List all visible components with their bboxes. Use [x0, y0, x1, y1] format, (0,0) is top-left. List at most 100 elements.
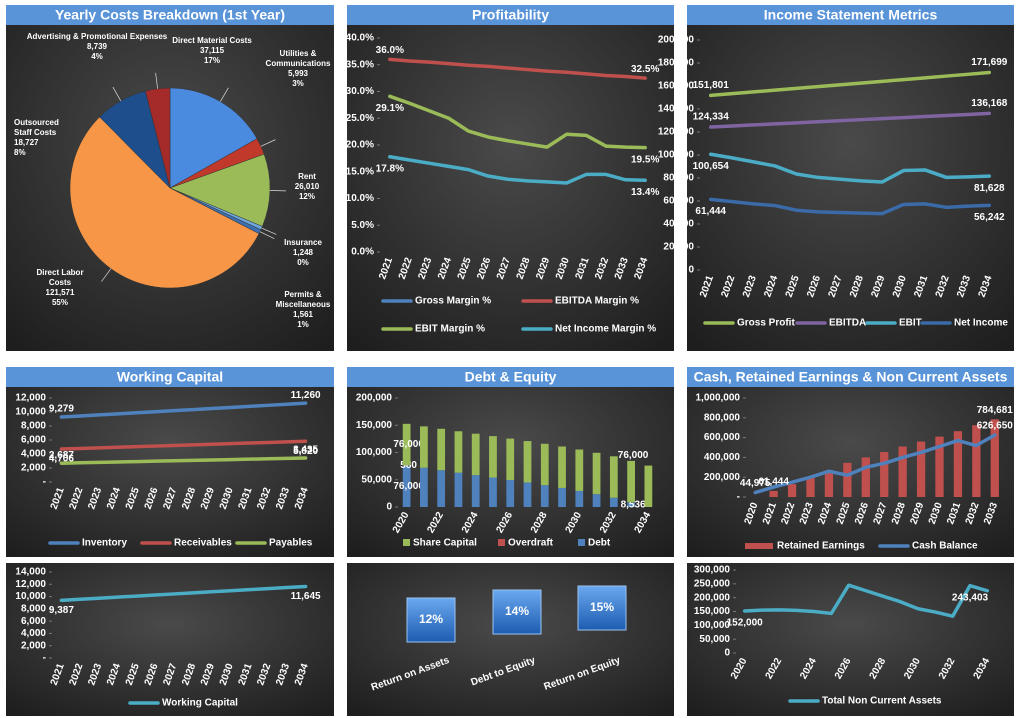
panel-title-bar — [687, 367, 1014, 387]
y-tick-label: 0 — [386, 502, 392, 513]
line-series — [708, 111, 992, 129]
metric-tile — [406, 597, 456, 643]
y-tick-label: 180,000 — [658, 58, 695, 69]
pie-label-value: 26,010 — [294, 182, 320, 191]
bar-segment — [506, 480, 515, 507]
legend-label: Payables — [269, 538, 313, 549]
y-tick-label: 25.0% — [346, 113, 374, 124]
y-tick-label: 600,000 — [704, 432, 741, 443]
data-label: 152,000 — [727, 618, 764, 629]
bar-segment — [575, 490, 584, 507]
panel-title: Cash, Retained Earnings & Non Current As… — [694, 369, 1008, 385]
line-series — [708, 70, 992, 98]
y-tick-label: 400,000 — [704, 452, 741, 463]
legend-label: Net Income Margin % — [555, 324, 656, 335]
panel-title-bar — [6, 5, 334, 25]
panel-title-bar — [347, 367, 674, 387]
leader-line — [155, 72, 158, 89]
metric-tile — [492, 589, 542, 635]
pie-label-value: 1,561 — [292, 310, 314, 319]
y-tick-label: 8,000 — [21, 421, 46, 432]
data-label: 5,820 — [293, 446, 318, 457]
pie-label: Direct Material Costs 37,115 17% — [172, 36, 252, 66]
y-tick-label: 20,000 — [663, 242, 694, 253]
pie-label-percent: 4% — [91, 52, 103, 61]
y-tick-label: 0.0% — [351, 247, 374, 258]
pie-label-name: Permits & Miscellaneous — [275, 290, 331, 309]
line-series — [708, 197, 992, 216]
bar-segment — [592, 494, 601, 507]
line-series — [742, 583, 990, 618]
data-label: 36.0% — [376, 45, 404, 56]
legend-label: Overdraft — [508, 538, 554, 549]
y-tick-label: 1,000,000 — [696, 393, 741, 404]
pie-label-name: Insurance — [284, 238, 322, 247]
data-label: 29.1% — [376, 103, 404, 114]
y-tick-label: 14,000 — [15, 567, 46, 578]
y-tick-label: 10,000 — [15, 591, 46, 602]
bar-segment — [540, 485, 549, 507]
pie-label-percent: 1% — [297, 320, 309, 329]
y-tick-label: 6,000 — [21, 616, 46, 627]
pie-label-name: Rent — [298, 172, 316, 181]
line-series — [708, 152, 992, 184]
line-series — [59, 439, 308, 451]
data-label: 11,645 — [291, 591, 321, 602]
y-tick-label: 200,000 — [704, 472, 741, 483]
data-label: 4,706 — [49, 454, 74, 465]
legend-swatch — [578, 539, 585, 546]
line-series — [388, 94, 647, 150]
y-tick-label: 40.0% — [346, 33, 374, 44]
pie-label: Utilities & Communications 5,993 3% — [262, 49, 334, 89]
bar-segment — [454, 472, 463, 507]
bar-segment — [402, 465, 411, 507]
y-tick-label: 140,000 — [658, 104, 695, 115]
y-tick-label: - — [43, 653, 46, 664]
pie-label-percent: 12% — [298, 192, 315, 201]
y-tick-label: 15.0% — [346, 166, 374, 177]
pie-label: Outsourced Staff Costs 18,727 8% — [14, 118, 76, 158]
y-tick-label: 4,000 — [21, 449, 46, 460]
legend-label: Total Non Current Assets — [822, 696, 942, 707]
pie-label-name: Outsourced Staff Costs — [14, 118, 59, 137]
data-label: 151,801 — [693, 80, 730, 91]
pie-label-percent: 0% — [297, 258, 309, 267]
legend-label: EBITDA — [829, 318, 866, 329]
bar — [898, 446, 907, 497]
pie-label-value: 1,248 — [292, 248, 314, 257]
panel-title: Debt & Equity — [465, 369, 557, 385]
bar-segment — [437, 470, 446, 507]
y-tick-label: 160,000 — [658, 81, 695, 92]
data-label: 76,000 — [393, 439, 424, 450]
y-tick-label: 0 — [724, 648, 730, 659]
bar-segment — [471, 433, 480, 476]
pie-label: Advertising & Promotional Expenses 8,739 4… — [22, 32, 172, 62]
data-label: 13.4% — [631, 187, 659, 198]
data-label: 76,000 — [618, 450, 649, 461]
pie-label-value: 8,739 — [86, 42, 108, 51]
bar-segment — [420, 467, 428, 507]
bar — [880, 451, 889, 497]
pie-label-name: Direct Material Costs — [172, 36, 252, 45]
data-label: 2,687 — [49, 450, 74, 461]
pie-slice — [169, 87, 258, 189]
legend-swatch — [745, 543, 773, 549]
y-tick-label: 100,000 — [356, 447, 393, 458]
bar — [935, 436, 944, 497]
y-tick-label: 30.0% — [346, 86, 374, 97]
leader-line — [112, 86, 122, 102]
pie-label-name: Direct Labor Costs — [36, 268, 84, 287]
data-label: 11,260 — [291, 390, 321, 401]
bar-segment — [437, 428, 446, 471]
panel-title: Profitability — [472, 7, 549, 23]
y-tick-label: 2,000 — [21, 640, 46, 651]
legend-swatch — [498, 539, 505, 546]
pie-label-name: Utilities & Communications — [265, 49, 331, 68]
y-tick-label: 2,000 — [21, 463, 46, 474]
bar-segment — [506, 438, 515, 481]
leader-line — [220, 87, 229, 102]
bar-segment — [609, 497, 618, 507]
bar-segment — [558, 446, 566, 488]
pie-label: Direct Labor Costs 121,571 55% — [30, 268, 90, 308]
